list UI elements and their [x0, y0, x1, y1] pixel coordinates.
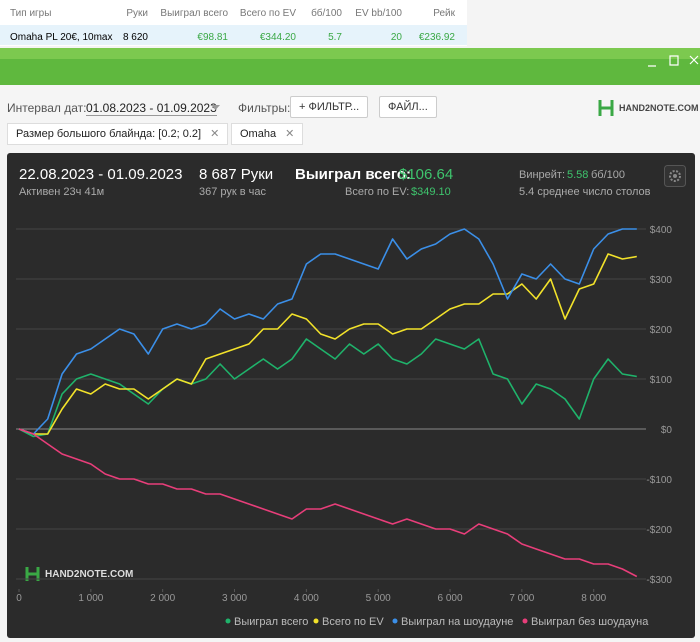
file-button-text: ФАЙЛ... — [388, 101, 428, 113]
column-header: бб/100 — [311, 8, 342, 19]
y-tick-label: $0 — [661, 425, 673, 436]
legend-label: Выиграл на шоудауне — [401, 616, 513, 628]
y-tick-label: -$300 — [646, 575, 672, 586]
x-tick-label: 1 000 — [78, 593, 103, 604]
legend-marker — [522, 618, 528, 624]
table-row[interactable] — [0, 25, 467, 45]
filter-button[interactable]: + ФИЛЬТР... — [290, 96, 369, 118]
tag-text: Omaha — [240, 128, 277, 140]
legend-marker — [392, 618, 398, 624]
tag[interactable]: Omaha ✕ — [231, 123, 304, 145]
series-line — [18, 253, 637, 435]
filter-button-text: ФИЛЬТР... — [308, 101, 360, 113]
x-tick-label: 3 000 — [222, 593, 247, 604]
winrate-unit: бб/100 — [591, 169, 626, 181]
date-label: Интервал дат: — [7, 101, 87, 115]
file-button[interactable]: ФАЙЛ... — [379, 96, 437, 118]
settings-button[interactable] — [664, 165, 686, 187]
column-header: Тип игры — [10, 8, 52, 19]
series-line — [18, 428, 638, 578]
ev-label: Всего по EV: — [345, 186, 410, 198]
legend-marker — [225, 618, 231, 624]
cell: 8 620 — [122, 32, 148, 43]
won: $106.64 — [399, 166, 454, 183]
x-tick-label: 5 000 — [366, 593, 391, 604]
title-bar — [0, 48, 700, 85]
y-tick-label: $200 — [650, 325, 673, 336]
ev: $349.10 — [411, 186, 451, 198]
cell: 20 — [390, 32, 402, 43]
winrate: 5.58 — [567, 169, 589, 181]
y-tick-label: -$100 — [646, 475, 672, 486]
cell: €344.20 — [259, 32, 296, 43]
series-line — [18, 228, 637, 435]
logo-icon — [598, 100, 614, 116]
legend-label: Выиграл всего — [234, 616, 308, 628]
cell: €236.92 — [418, 32, 455, 43]
watermark: HAND2NOTE.COM — [45, 569, 134, 580]
hands-per-hour: 367 рук в час — [199, 186, 267, 198]
column-header: Выиграл всего — [160, 8, 228, 19]
winrate-label: Винрейт: — [519, 169, 566, 181]
y-tick-label: $400 — [650, 225, 673, 236]
x-tick-label: 2 000 — [150, 593, 175, 604]
period: 22.08.2023 - 01.09.2023 — [19, 166, 183, 183]
x-tick-label: 6 000 — [438, 593, 463, 604]
column-header: Руки — [126, 8, 148, 19]
filters-label: Фильтры: — [238, 101, 291, 115]
tag-text: Размер большого блайнда: [0.2; 0.2] — [16, 128, 202, 140]
x-tick-label: 8 000 — [581, 593, 606, 604]
column-header: Всего по EV — [239, 8, 296, 19]
cell: Omaha PL 20€, 10max — [10, 32, 113, 43]
x-tick-label: 0 — [16, 593, 22, 604]
tables: 5.4 среднее число столов — [519, 186, 651, 198]
column-header: EV bb/100 — [355, 8, 402, 19]
legend-label: Всего по EV — [322, 616, 384, 628]
chart-panel — [7, 153, 695, 638]
won-label: Выиграл всего: — [295, 166, 412, 183]
y-tick-label: $300 — [650, 275, 673, 286]
x-tick-label: 7 000 — [509, 593, 534, 604]
active-time: Активен 23ч 41м — [19, 186, 105, 198]
cell: €98.81 — [197, 32, 228, 43]
legend-label: Выиграл без шоудауна — [531, 616, 649, 628]
logo: HAND2NOTE.COM — [619, 103, 699, 113]
hands: 8 687 Руки — [199, 166, 274, 183]
cell: 5.7 — [328, 32, 342, 43]
window-buttons[interactable] — [640, 48, 700, 72]
y-tick-label: $100 — [650, 375, 673, 386]
y-tick-label: -$200 — [646, 525, 672, 536]
x-tick-label: 4 000 — [294, 593, 319, 604]
tag[interactable]: Размер большого блайнда: [0.2; 0.2] ✕ — [7, 123, 229, 145]
column-header: Рейк — [433, 8, 455, 19]
date-range[interactable]: 01.08.2023 - 01.09.2023 — [86, 101, 217, 116]
series-line — [18, 338, 637, 438]
dropdown-arrow[interactable] — [211, 104, 221, 112]
legend-marker — [313, 618, 319, 624]
